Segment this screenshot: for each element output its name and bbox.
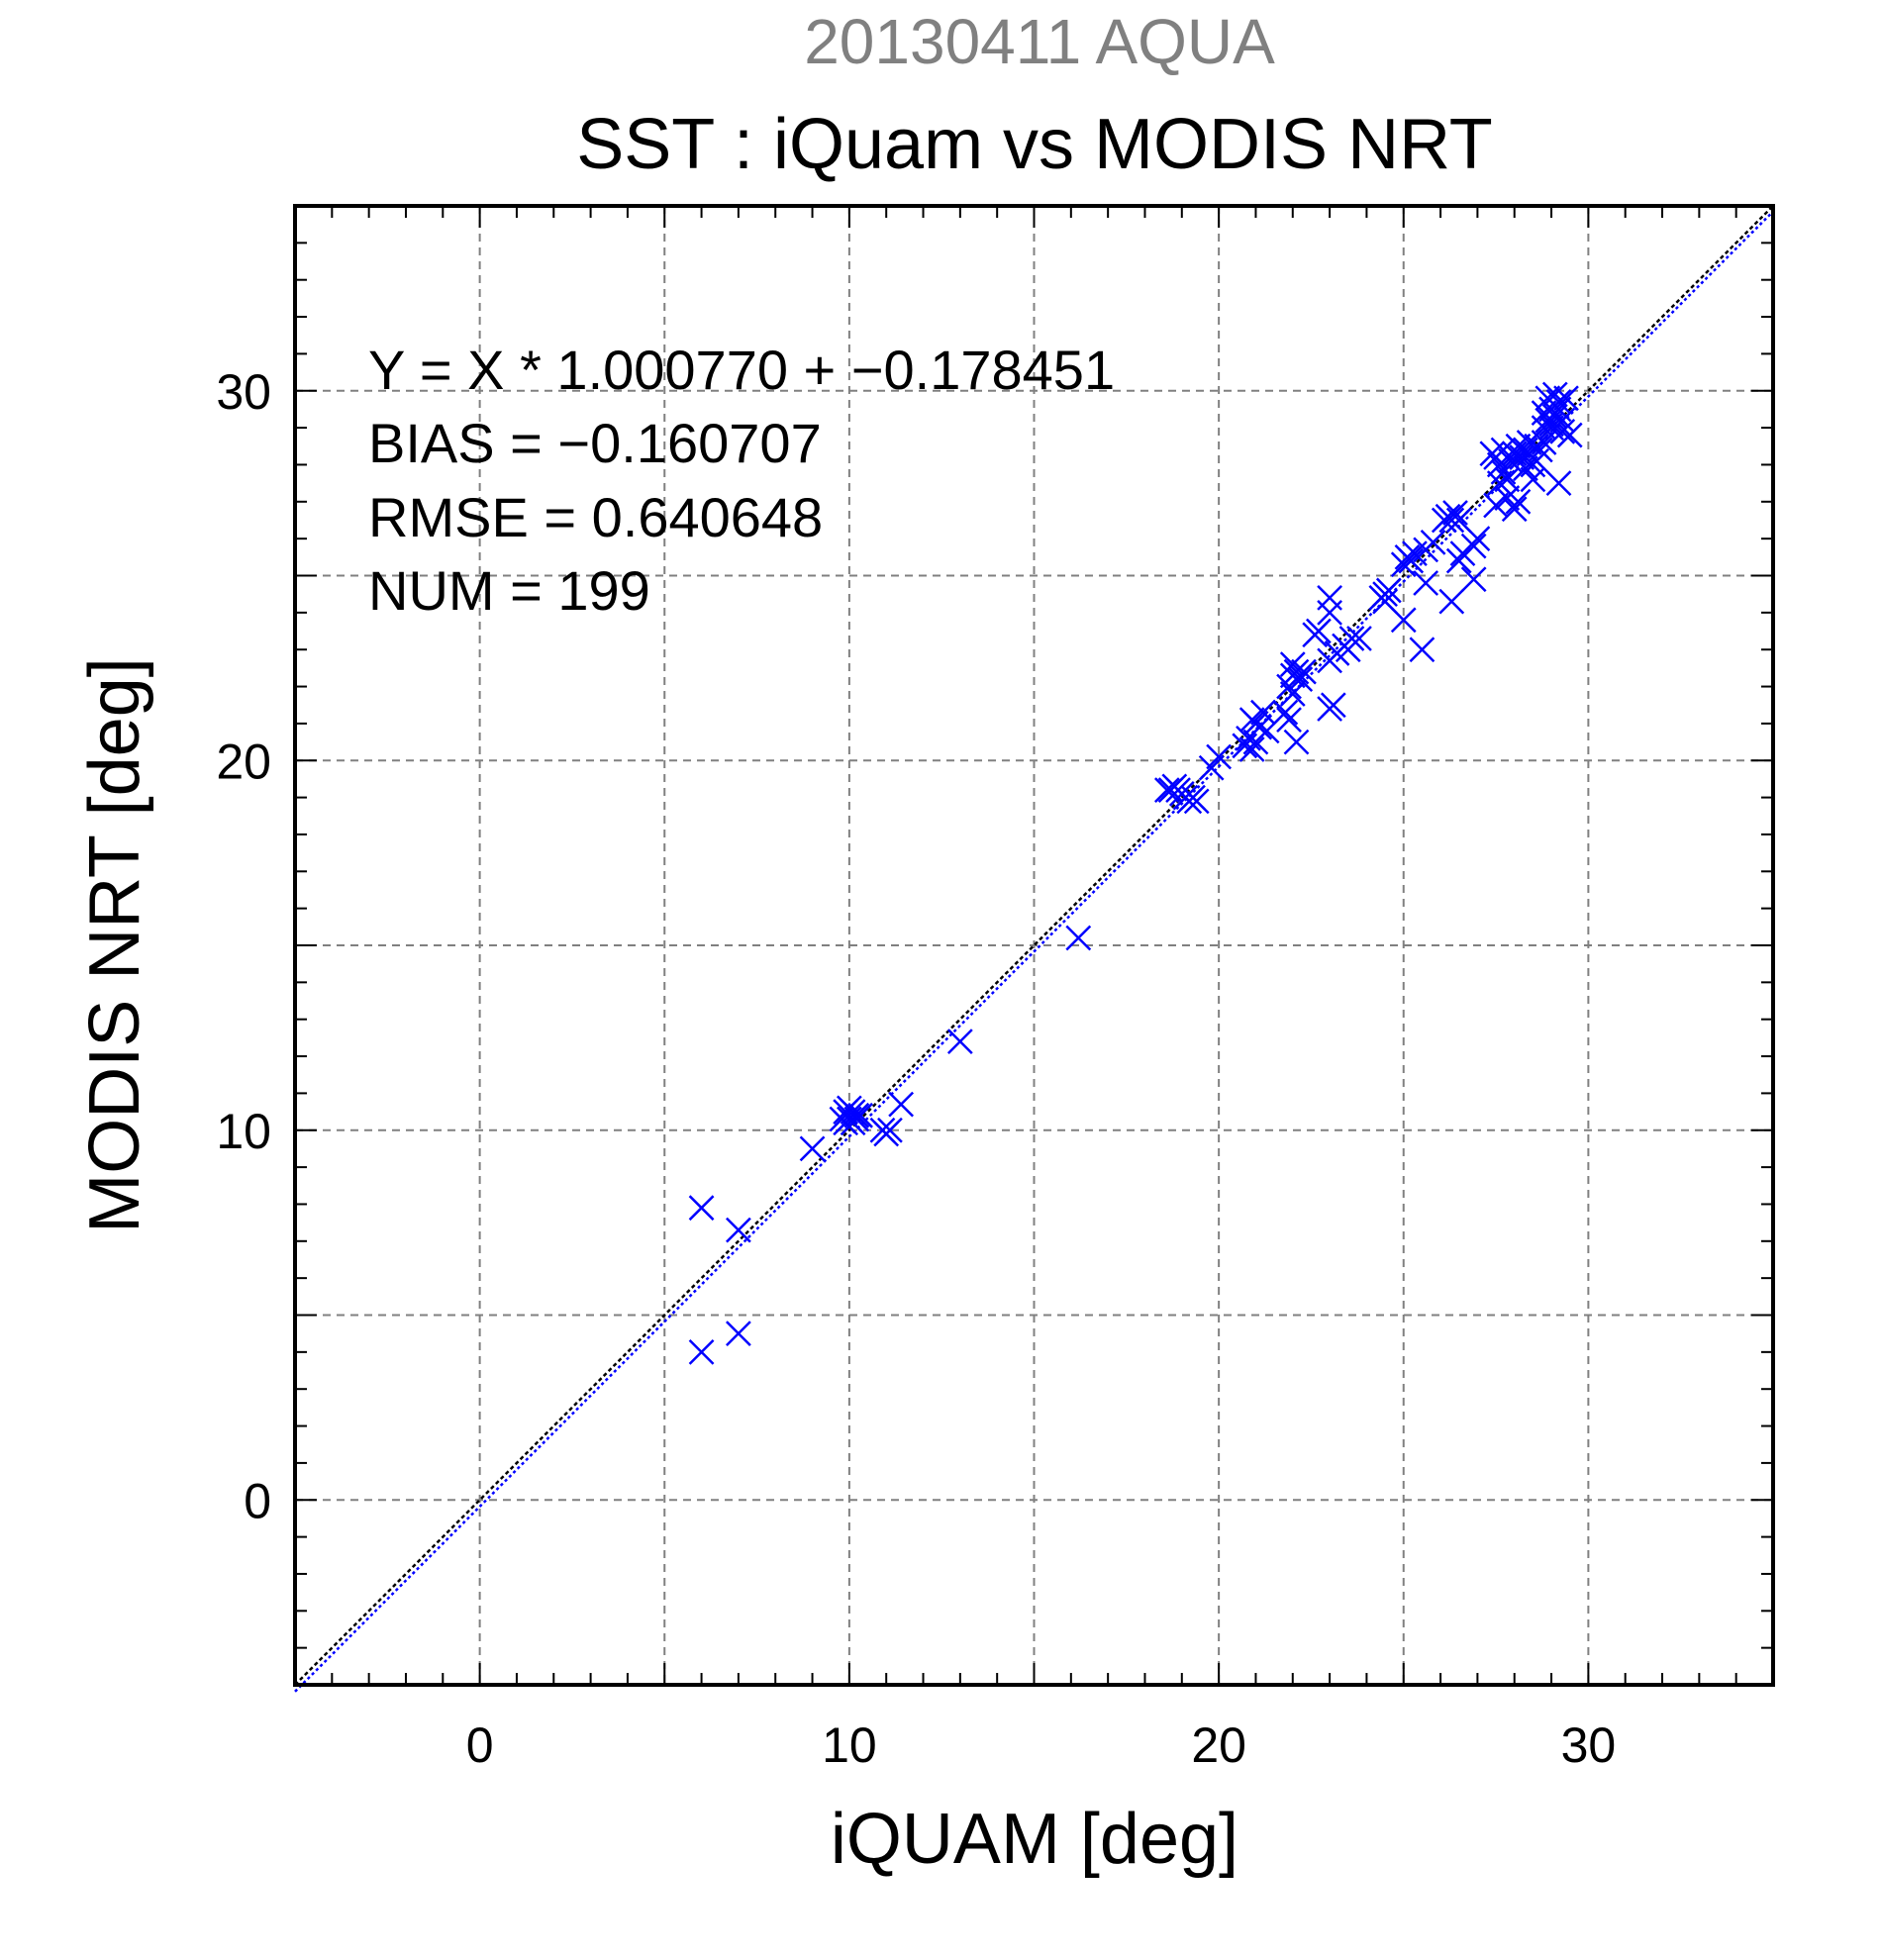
x-tick-labels: 0 10 20 30 <box>466 1717 1616 1773</box>
scatter-point <box>1438 588 1465 615</box>
scatter-point <box>726 1217 751 1243</box>
scatter-point <box>1556 422 1583 448</box>
scatter-point <box>1276 707 1302 734</box>
scatter-point <box>1198 754 1225 781</box>
y-tick-label: 0 <box>244 1473 271 1528</box>
chart-title: 20130411 AQUA <box>804 6 1275 77</box>
scatter-point <box>799 1135 826 1162</box>
scatter-point <box>1320 692 1346 719</box>
stats-rmse: RMSE = 0.640648 <box>368 486 823 548</box>
scatter-point <box>1420 530 1446 555</box>
stats-num: NUM = 199 <box>368 559 650 622</box>
scatter-point <box>946 1029 973 1054</box>
x-tick-label: 0 <box>466 1717 494 1773</box>
x-tick-label: 20 <box>1191 1717 1246 1773</box>
scatter-point <box>1279 651 1306 678</box>
y-axis-label: MODIS NRT [deg] <box>75 657 154 1233</box>
y-tick-label: 10 <box>216 1104 271 1159</box>
scatter-point <box>1464 526 1491 552</box>
plot-frame <box>293 204 1775 1687</box>
grid-lines <box>295 206 1773 1685</box>
scatter-point <box>1065 925 1092 951</box>
scatter-point <box>1153 777 1180 804</box>
scatter-point <box>1483 492 1509 519</box>
scatter-point <box>1520 466 1546 493</box>
scatter-point <box>888 1091 915 1118</box>
scatter-point <box>1513 455 1538 482</box>
scatter-point <box>1505 488 1532 515</box>
scatter-point <box>688 1338 715 1365</box>
scatter-point <box>1398 547 1425 574</box>
scatter-point <box>1479 441 1506 467</box>
scatter-point <box>1531 430 1557 455</box>
y-tick-label: 30 <box>216 364 271 420</box>
scatter-point <box>1346 626 1372 651</box>
scatter-point <box>1442 500 1468 526</box>
x-axis-label: iQUAM [deg] <box>831 1800 1238 1879</box>
scatter-point <box>1553 385 1579 412</box>
scatter-point <box>1538 415 1564 441</box>
scatter-point <box>1390 607 1417 634</box>
stats-bias: BIAS = −0.160707 <box>368 412 822 474</box>
scatter-point <box>688 1195 715 1222</box>
scatter-point <box>1438 507 1465 534</box>
chart-subtitle: SST : iQuam vs MODIS NRT <box>576 105 1493 184</box>
scatter-point <box>1272 699 1299 726</box>
scatter-point <box>1283 658 1310 685</box>
scatter-point <box>1501 496 1528 523</box>
x-tick-label: 30 <box>1561 1717 1617 1773</box>
scatter-point <box>1460 533 1487 559</box>
scatter-point <box>1291 658 1317 685</box>
scatter-point <box>877 1117 903 1143</box>
x-tick-label: 10 <box>822 1717 877 1773</box>
scatter-point <box>1545 470 1572 497</box>
scatter-point <box>726 1321 751 1347</box>
scatter-point <box>1287 666 1314 692</box>
scatter-point <box>1317 585 1342 611</box>
scatter-point <box>1238 707 1265 734</box>
scatter-point <box>1183 788 1210 815</box>
scatter-point <box>1283 729 1310 755</box>
scatter-point <box>1306 618 1332 644</box>
scatter-point <box>1238 736 1265 762</box>
scatter-point <box>1206 743 1233 770</box>
y-tick-label: 20 <box>216 734 271 789</box>
scatter-point <box>1460 566 1487 593</box>
y-tick-labels: 0 10 20 30 <box>216 364 271 1529</box>
scatter-point <box>1549 407 1576 434</box>
scatter-point <box>1413 570 1439 596</box>
scatter-points <box>688 381 1583 1365</box>
scatter-point <box>829 1106 855 1132</box>
scatter-point <box>1409 637 1436 663</box>
scatter-point <box>840 1099 866 1125</box>
scatter-point <box>1250 699 1276 726</box>
stats-equation: Y = X * 1.000770 + −0.178451 <box>368 339 1115 401</box>
scatter-point <box>1513 437 1538 463</box>
scatter-point <box>1279 681 1306 707</box>
